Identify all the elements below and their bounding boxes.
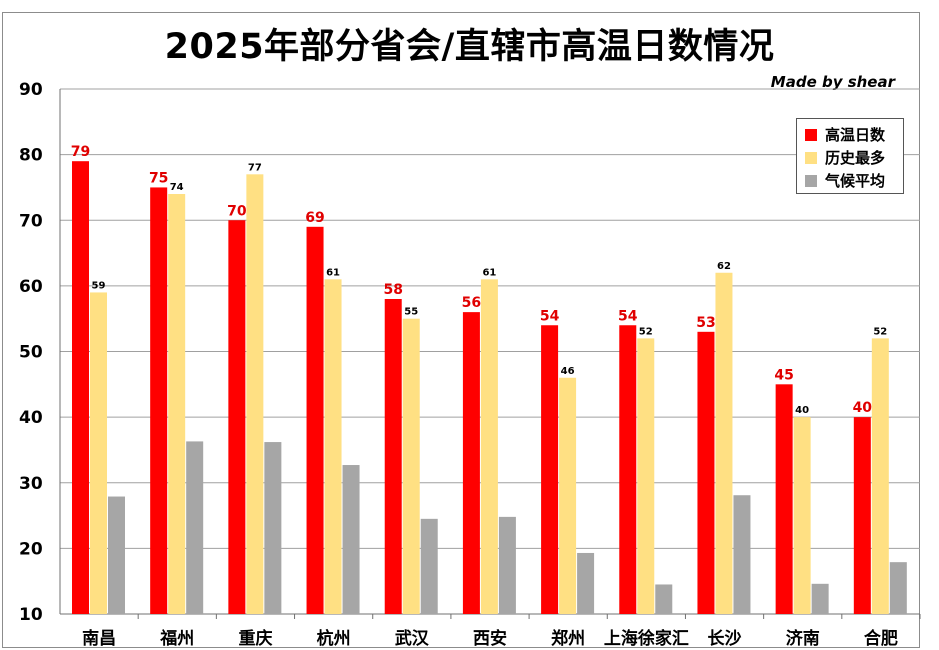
legend-item: 气候平均 [805, 169, 903, 192]
bar-climate-average [108, 496, 125, 614]
bar-climate-average [342, 465, 360, 614]
bar-high-temp-days [384, 299, 402, 614]
y-tick-label: 60 [19, 277, 43, 297]
bar-historical-max [168, 194, 186, 614]
y-tick-label: 90 [19, 80, 43, 100]
x-tick-label: 济南 [786, 628, 820, 649]
bar-historical-max [480, 279, 498, 614]
data-label: 45 [774, 367, 793, 383]
data-label: 54 [540, 308, 560, 324]
chart-legend: 高温日数历史最多气候平均 [796, 118, 904, 194]
data-label: 52 [873, 326, 887, 337]
data-label: 54 [618, 308, 638, 324]
bar-historical-max [793, 417, 811, 614]
x-tick-label: 郑州 [551, 628, 585, 649]
legend-swatch [805, 128, 817, 141]
bar-climate-average [577, 552, 595, 614]
legend-swatch [805, 174, 817, 187]
x-tick-label: 上海徐家汇 [604, 628, 689, 649]
bar-historical-max [246, 174, 264, 614]
x-tick-label: 合肥 [864, 628, 898, 649]
bar-climate-average [264, 442, 282, 614]
legend-label: 气候平均 [825, 172, 886, 190]
y-tick-label: 20 [19, 539, 43, 559]
bar-historical-max [559, 377, 577, 614]
data-label: 53 [696, 315, 715, 331]
bar-high-temp-days [306, 226, 324, 614]
bar-climate-average [186, 441, 204, 614]
data-label: 56 [462, 295, 481, 311]
data-label: 61 [326, 267, 340, 278]
data-label: 55 [404, 307, 418, 318]
x-tick-label: 重庆 [238, 628, 272, 649]
x-tick-label: 武汉 [395, 628, 430, 649]
data-label: 59 [92, 280, 106, 291]
bar-climate-average [733, 495, 751, 614]
data-label: 61 [482, 267, 496, 278]
bar-historical-max [90, 292, 107, 614]
data-label: 69 [305, 210, 324, 226]
y-tick-label: 50 [19, 343, 43, 363]
data-label: 70 [227, 203, 247, 219]
legend-item: 高温日数 [805, 123, 903, 146]
bar-high-temp-days [150, 187, 168, 614]
x-tick-label: 西安 [473, 628, 507, 649]
y-tick-label: 10 [19, 605, 43, 625]
bar-high-temp-days [853, 417, 871, 614]
bar-historical-max [871, 338, 889, 614]
legend-item: 历史最多 [805, 146, 903, 169]
y-tick-label: 80 [19, 146, 43, 166]
legend-swatch [805, 151, 817, 164]
bar-high-temp-days [541, 325, 559, 614]
legend-label: 高温日数 [825, 126, 886, 144]
data-label: 79 [71, 144, 90, 160]
x-tick-label: 福州 [159, 628, 194, 649]
bar-climate-average [655, 584, 673, 614]
bar-high-temp-days [775, 384, 793, 614]
bar-high-temp-days [228, 220, 246, 614]
bar-historical-max [402, 318, 420, 614]
chart-title: 2025年部分省会/直辖市高温日数情况 [164, 27, 775, 67]
data-label: 74 [170, 182, 184, 193]
bar-historical-max [324, 279, 342, 614]
bar-historical-max [715, 272, 733, 614]
data-label: 77 [248, 162, 262, 173]
y-tick-label: 30 [19, 474, 43, 494]
data-label: 58 [383, 282, 402, 298]
legend-label: 历史最多 [825, 149, 886, 167]
x-tick-label: 南昌 [82, 628, 116, 649]
data-label: 40 [853, 400, 873, 416]
bar-high-temp-days [619, 325, 637, 614]
bar-climate-average [889, 562, 907, 614]
data-label: 40 [795, 405, 809, 416]
bar-high-temp-days [697, 331, 715, 614]
chart-credit: Made by shear [770, 73, 895, 91]
bar-historical-max [637, 338, 655, 614]
data-label: 62 [717, 261, 731, 272]
data-label: 46 [561, 366, 575, 377]
bar-high-temp-days [462, 312, 480, 614]
bar-climate-average [498, 516, 516, 614]
data-label: 52 [639, 326, 653, 337]
y-tick-label: 40 [19, 408, 43, 428]
x-tick-label: 杭州 [317, 628, 351, 649]
data-label: 75 [149, 170, 168, 186]
bar-climate-average [420, 518, 438, 614]
x-tick-label: 长沙 [708, 628, 742, 649]
bar-high-temp-days [72, 161, 89, 614]
bar-climate-average [811, 583, 829, 614]
y-tick-label: 70 [19, 211, 43, 231]
